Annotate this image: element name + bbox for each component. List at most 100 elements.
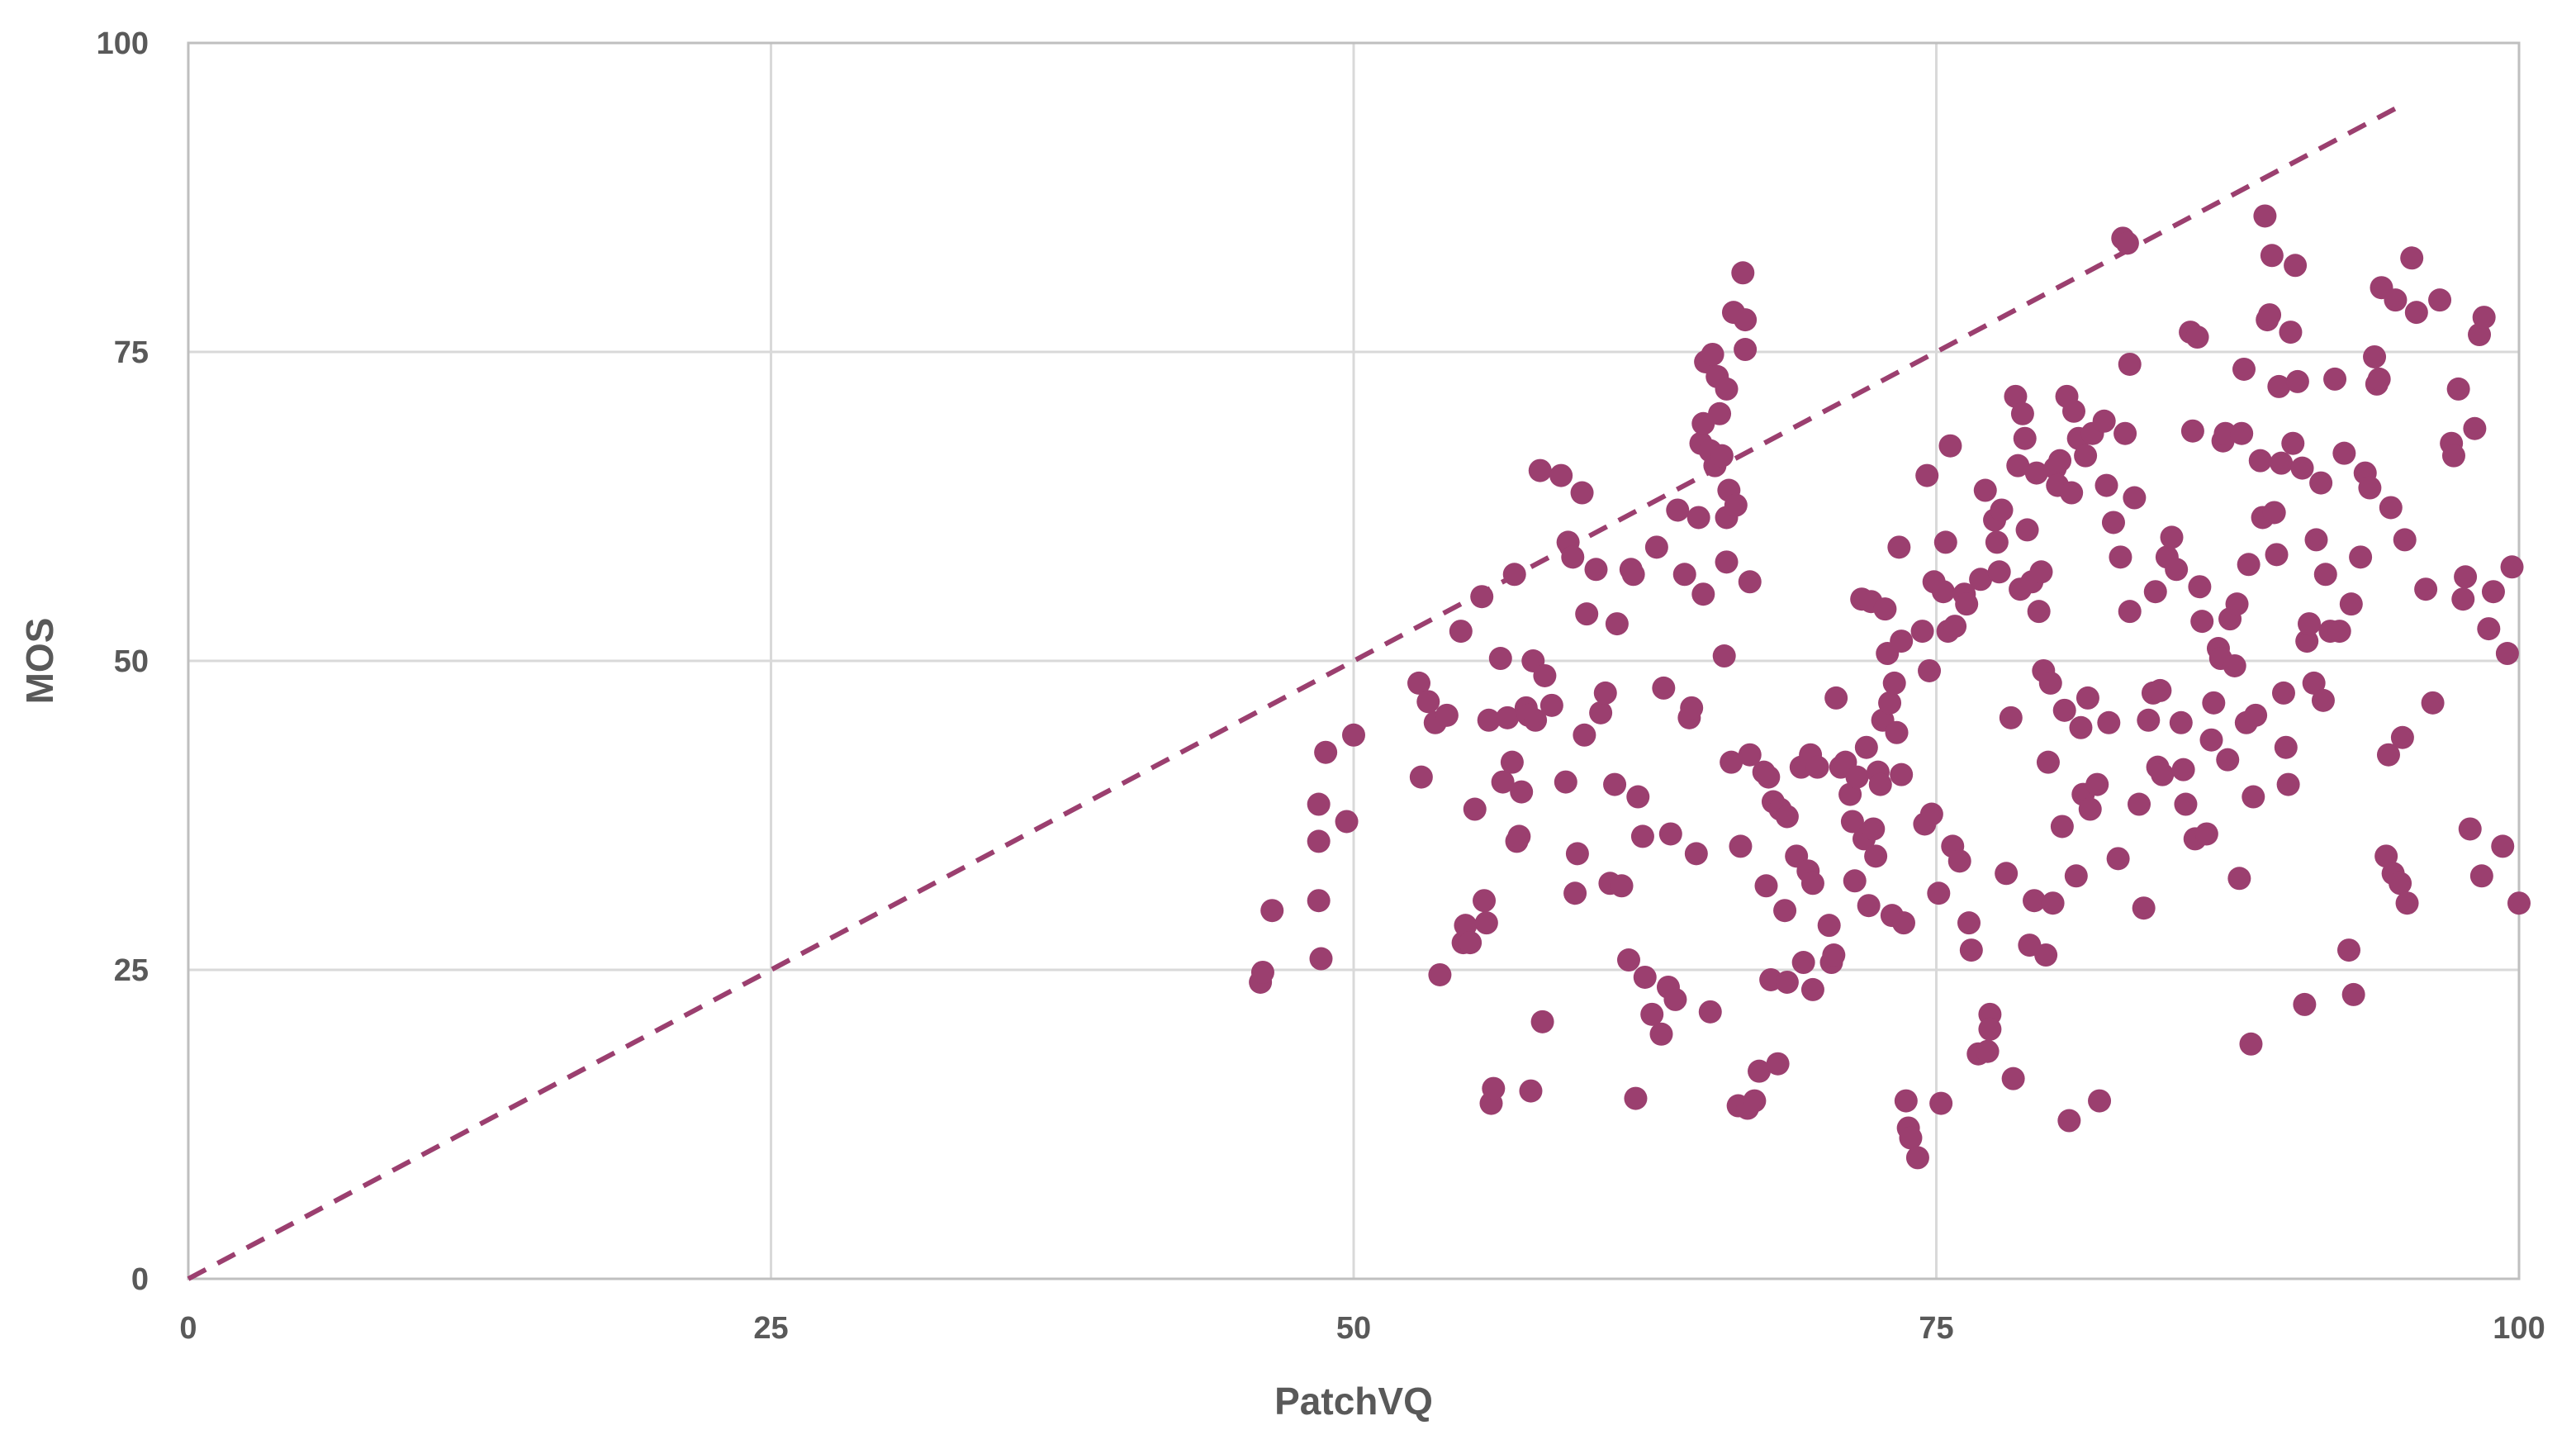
data-point	[2132, 896, 2156, 920]
data-point	[2390, 725, 2414, 749]
data-point	[2481, 580, 2505, 604]
data-point	[2349, 545, 2373, 569]
data-point	[1817, 914, 1841, 938]
data-point	[1570, 481, 1594, 505]
data-point	[2188, 575, 2212, 599]
data-point	[2137, 708, 2161, 732]
data-point	[2446, 377, 2470, 401]
data-point	[2507, 891, 2531, 915]
data-point	[1621, 563, 1645, 587]
data-point	[1766, 1052, 1790, 1076]
y-tick-label: 100	[97, 26, 149, 61]
data-point	[2101, 511, 2125, 534]
data-point	[1561, 545, 1585, 569]
data-point	[1757, 765, 1781, 789]
data-point	[1890, 763, 1914, 786]
data-point	[1666, 498, 1690, 522]
data-point	[1307, 792, 1331, 816]
data-point	[1734, 308, 1758, 332]
data-point	[2367, 367, 2391, 391]
data-point	[1510, 780, 1534, 804]
y-tick-label: 50	[114, 644, 149, 679]
data-point	[1630, 824, 1654, 848]
data-point	[2060, 481, 2084, 505]
data-point	[1931, 580, 1955, 604]
data-point	[2379, 496, 2403, 520]
data-point	[2004, 384, 2028, 408]
data-point	[2441, 444, 2465, 468]
data-point	[2001, 1067, 2025, 1090]
data-point	[2400, 246, 2424, 270]
y-tick-label: 75	[114, 335, 149, 370]
data-point	[1658, 822, 1682, 846]
data-point	[1624, 1086, 1648, 1110]
y-tick-label: 0	[131, 1262, 149, 1297]
x-tick-label: 0	[179, 1311, 197, 1346]
data-point	[2230, 421, 2254, 445]
data-point	[1854, 735, 1878, 759]
data-point	[2285, 369, 2309, 393]
data-point	[2265, 543, 2289, 567]
data-point	[2451, 587, 2475, 611]
data-point	[1409, 765, 1433, 789]
data-point	[2363, 344, 2387, 368]
data-point	[1698, 1000, 1722, 1024]
data-point	[2242, 785, 2265, 809]
data-point	[1407, 671, 1431, 695]
data-point	[2185, 325, 2209, 349]
data-point	[1710, 444, 1734, 468]
data-point	[1738, 743, 1762, 767]
data-point	[1775, 970, 1799, 994]
data-point	[2036, 750, 2060, 774]
data-point	[2428, 288, 2452, 312]
data-point	[2115, 231, 2139, 255]
data-point	[2148, 678, 2172, 702]
data-point	[2113, 421, 2137, 445]
data-point	[1314, 740, 1338, 764]
data-point	[2227, 867, 2251, 891]
data-point	[1748, 1059, 1772, 1083]
data-point	[2284, 254, 2308, 278]
data-point	[1335, 810, 1359, 834]
tick-label-layer: 0 25 50 75 100 0 25 50 75 100	[97, 26, 2545, 1346]
data-point	[1959, 938, 1983, 962]
x-tick-label: 100	[2493, 1311, 2545, 1346]
data-point	[1720, 750, 1743, 774]
data-point	[2006, 454, 2030, 477]
data-point	[1575, 602, 1599, 626]
data-point	[1738, 570, 1762, 594]
data-point	[1500, 750, 1524, 774]
data-point	[1800, 872, 1824, 896]
data-point	[2270, 451, 2294, 475]
data-point	[1454, 914, 1478, 938]
data-point	[1307, 829, 1331, 853]
data-point	[2225, 592, 2249, 616]
data-point	[1491, 770, 1515, 794]
data-point	[1610, 874, 1634, 898]
data-point	[1473, 889, 1497, 913]
data-point	[2123, 486, 2147, 510]
data-point	[2064, 864, 2088, 888]
data-point	[1955, 592, 1979, 616]
data-point	[2276, 772, 2300, 796]
data-point	[1474, 911, 1498, 935]
data-point	[1435, 703, 1459, 727]
data-point	[2454, 565, 2478, 589]
data-point	[1496, 705, 1520, 729]
data-point	[2469, 864, 2493, 888]
data-point	[1729, 834, 1753, 858]
data-point	[2279, 321, 2303, 344]
data-point	[2013, 426, 2037, 450]
data-point	[2332, 441, 2356, 465]
data-point	[1589, 701, 1613, 724]
data-point	[2074, 444, 2098, 468]
data-point	[1887, 535, 1911, 559]
data-point	[2304, 528, 2328, 552]
data-point	[1918, 658, 1942, 682]
data-point	[1840, 810, 1864, 834]
data-point	[2495, 642, 2519, 666]
data-point	[2477, 617, 2501, 641]
data-point	[1731, 261, 1755, 285]
data-point	[2076, 686, 2099, 710]
data-point	[2395, 891, 2419, 915]
